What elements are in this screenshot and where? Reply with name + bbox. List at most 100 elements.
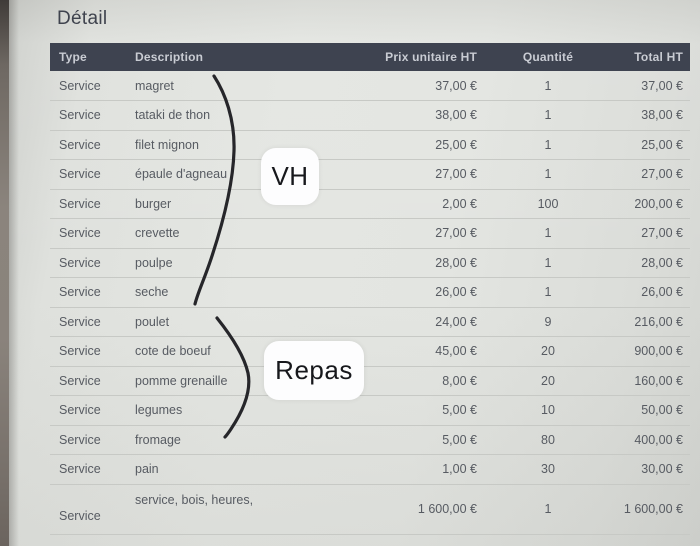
cell-unit_price: 2,00 € xyxy=(442,196,477,211)
cell-total: 38,00 € xyxy=(641,108,683,123)
annotation-vh-label: VH xyxy=(271,161,309,191)
cell-description: cote de boeuf xyxy=(135,344,211,359)
cell-type: Service xyxy=(59,344,101,359)
cell-description: legumes xyxy=(135,403,183,418)
cell-quantity: 20 xyxy=(541,344,555,359)
cell-quantity: 100 xyxy=(537,196,559,211)
cell-unit_price: 27,00 € xyxy=(435,167,477,182)
cell-description: poulet xyxy=(135,314,170,329)
cell-quantity: 80 xyxy=(541,432,555,447)
column-header-type: Type xyxy=(50,43,135,71)
cell-quantity: 1 xyxy=(544,108,552,123)
cell-type: Service xyxy=(59,285,101,300)
table-row: Service tataki de thon 38,00 € 1 38,00 € xyxy=(50,101,690,130)
table-row: Service épaule d'agneau 27,00 €1 27,00 € xyxy=(50,160,690,189)
cell-quantity: 20 xyxy=(541,373,555,388)
cell-unit_price: 38,00 € xyxy=(435,108,477,123)
table-row: Service pain 1,00 € 30 30,00 € xyxy=(50,455,690,484)
detail-table: Type Description Prix unitaire HT Quanti… xyxy=(50,43,690,535)
cell-total: 200,00 € xyxy=(634,196,683,211)
table-row: Service poulet 24,00 € 9 216,00 € xyxy=(50,307,690,337)
cell-unit_price: 5,00 € xyxy=(442,403,477,418)
cell-type: Service xyxy=(59,255,101,270)
cell-quantity: 1 xyxy=(544,167,552,182)
cell-quantity: 1 xyxy=(544,137,552,152)
table-row: Service poulpe 28,00 € 1 28,00 € xyxy=(50,248,690,278)
table-row: Service legumes 5,00 € 10 50,00 € xyxy=(50,396,690,425)
cell-description: filet mignon xyxy=(135,137,199,152)
cell-total: 26,00 € xyxy=(641,285,683,300)
cell-total: 25,00 € xyxy=(641,137,683,152)
cell-quantity: 1 xyxy=(544,226,552,241)
cell-total: 28,00 € xyxy=(641,255,683,270)
table-row: Service fromage 5,00 € 80 400,00 € xyxy=(50,425,690,455)
cell-unit_price: 5,00 € xyxy=(442,432,477,447)
cell-total: 900,00 € xyxy=(634,344,683,359)
cell-total: 1 600,00 € xyxy=(623,502,683,516)
column-header-unit-price: Prix unitaire HT xyxy=(315,43,477,71)
cell-total: 27,00 € xyxy=(641,167,683,182)
cell-quantity: 9 xyxy=(544,314,552,329)
cell-description: magret xyxy=(135,78,174,93)
cell-type: Service xyxy=(59,508,101,523)
cell-unit_price: 1 600,00 € xyxy=(417,502,477,516)
cell-description: seche xyxy=(135,285,169,300)
cell-type: Service xyxy=(59,108,101,123)
table-row: Service cote de boeuf 45,00 € 20 900,00 € xyxy=(50,337,690,366)
cell-total: 27,00 € xyxy=(641,226,683,241)
cell-total: 216,00 € xyxy=(634,314,683,329)
cell-description: poulpe xyxy=(135,255,173,270)
cell-unit_price: 25,00 € xyxy=(435,137,477,152)
table-row: Service service, bois, heures, 1 600,00 € 1… xyxy=(50,484,690,534)
cell-quantity: 1 xyxy=(544,502,552,516)
cell-description: tataki de thon xyxy=(135,108,211,123)
cell-description: crevette xyxy=(135,226,180,241)
cell-total: 160,00 € xyxy=(634,373,683,388)
cell-unit_price: 27,00 € xyxy=(435,226,477,241)
table-row: Service pomme grenaille 8,00 € 20 160,00 € xyxy=(50,366,690,396)
cell-description: pain xyxy=(135,462,159,477)
table-body: Service magret 37,00 € 1 37,00 € Service tatak… xyxy=(50,71,690,534)
cell-type: Service xyxy=(59,196,101,211)
table-header: Type Description Prix unitaire HT Quanti… xyxy=(50,43,690,71)
annotation-vh: VH xyxy=(261,148,319,205)
column-header-total: Total HT xyxy=(619,43,690,71)
cell-description: service, bois, heures, xyxy=(135,492,254,507)
cell-total: 30,00 € xyxy=(641,462,683,477)
cell-unit_price: 28,00 € xyxy=(435,255,477,270)
cell-total: 50,00 € xyxy=(641,403,683,418)
cell-type: Service xyxy=(59,226,101,241)
cell-description: fromage xyxy=(135,432,181,447)
cell-total: 37,00 € xyxy=(641,78,683,93)
cell-unit_price: 8,00 € xyxy=(442,373,477,388)
table-row: Service burger 2,00 € 100 200,00 € xyxy=(50,189,690,219)
column-header-quantity: Quantité xyxy=(477,43,619,71)
cell-quantity: 1 xyxy=(544,285,552,300)
annotation-repas: Repas xyxy=(264,341,364,400)
cell-unit_price: 45,00 € xyxy=(435,344,477,359)
table-row: Service seche 26,00 € 1 26,00 € xyxy=(50,278,690,307)
cell-type: Service xyxy=(59,403,101,418)
cell-type: Service xyxy=(59,167,101,182)
cell-unit_price: 26,00 € xyxy=(435,285,477,300)
cell-unit_price: 24,00 € xyxy=(435,314,477,329)
cell-type: Service xyxy=(59,78,101,93)
cell-quantity: 1 xyxy=(544,78,552,93)
cell-unit_price: 1,00 € xyxy=(442,462,477,477)
annotation-repas-label: Repas xyxy=(275,355,353,385)
cell-quantity: 1 xyxy=(544,255,552,270)
cell-type: Service xyxy=(59,314,101,329)
table-row: Service magret 37,00 € 1 37,00 € xyxy=(50,71,690,101)
cell-quantity: 10 xyxy=(541,403,555,418)
cell-quantity: 30 xyxy=(541,462,555,477)
cell-description: burger xyxy=(135,196,172,211)
cell-total: 400,00 € xyxy=(634,432,683,447)
column-header-description: Description xyxy=(135,43,315,71)
page-title: Détail xyxy=(57,8,108,29)
cell-unit_price: 37,00 € xyxy=(435,78,477,93)
cell-type: Service xyxy=(59,373,101,388)
cell-type: Service xyxy=(59,432,101,447)
table-row: Service crevette 27,00 € 1 27,00 € xyxy=(50,219,690,248)
cell-type: Service xyxy=(59,137,101,152)
